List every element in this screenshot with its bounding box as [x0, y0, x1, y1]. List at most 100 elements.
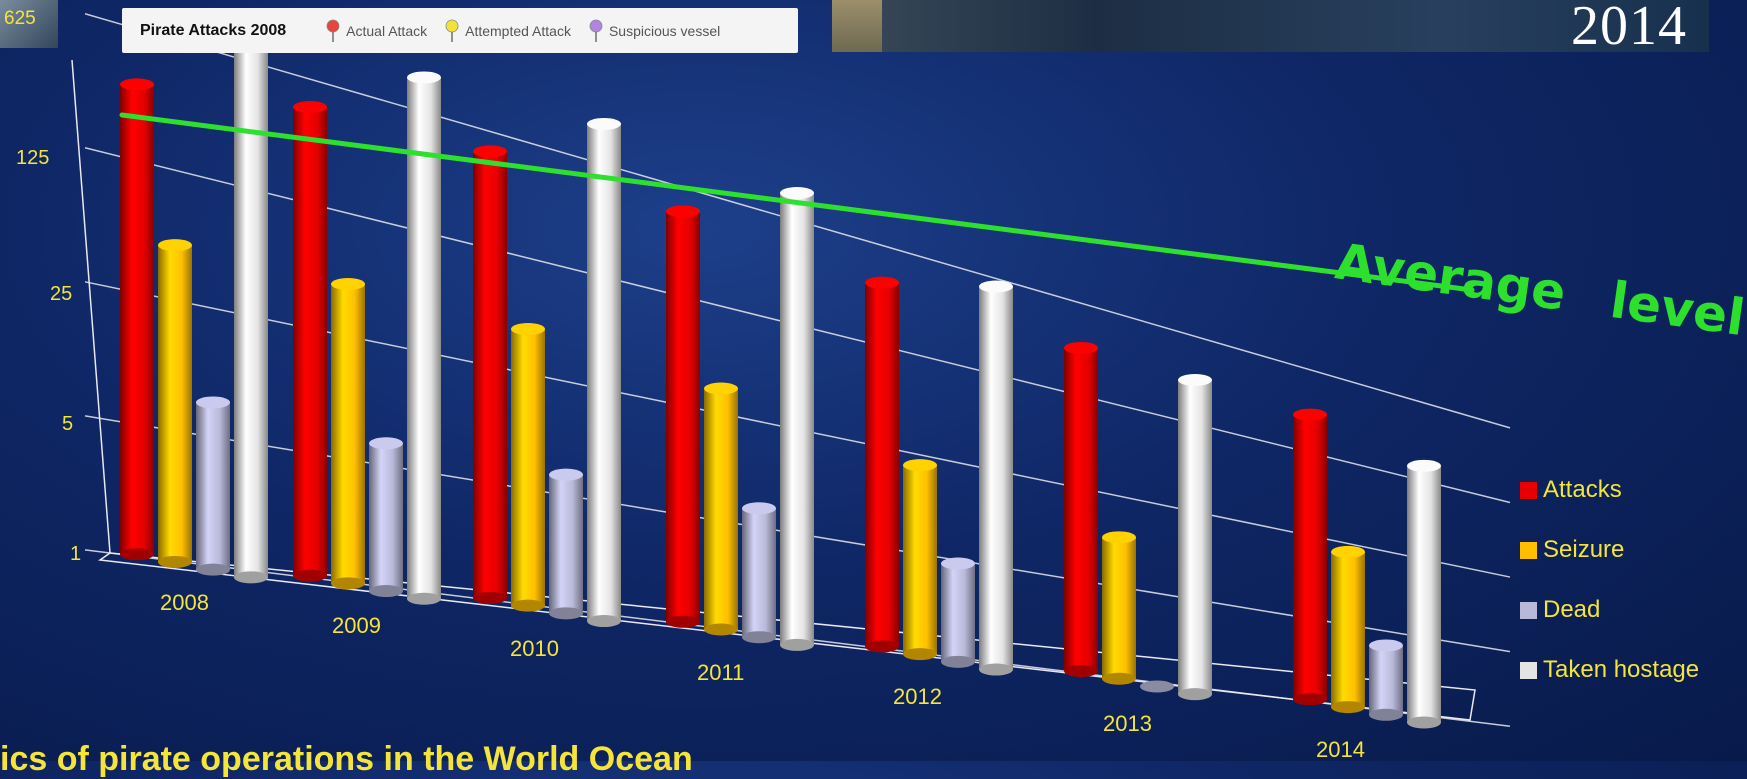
- x-tick-label: 2011: [697, 660, 744, 685]
- bar-base: [865, 640, 899, 653]
- bar-top: [903, 459, 937, 472]
- map-legend-suspicious: Suspicious vessel: [589, 19, 720, 43]
- bar-top: [293, 101, 327, 114]
- y-tick-label: 125: [16, 147, 49, 169]
- y-tick-top-label: 625: [4, 8, 36, 29]
- bar: [903, 465, 937, 655]
- bar: [1407, 465, 1441, 723]
- bar: [1331, 551, 1365, 708]
- x-tick-label: 2008: [160, 590, 209, 615]
- bar-top: [120, 78, 154, 91]
- corner-photo: [0, 0, 58, 48]
- y-tick-label: 5: [62, 413, 73, 435]
- red-pin-icon: [326, 19, 340, 42]
- bar-base: [903, 648, 937, 661]
- bar-base: [587, 615, 621, 628]
- x-tick-label: 2012: [893, 684, 942, 709]
- bar-base: [158, 555, 192, 568]
- bar-base: [473, 591, 507, 604]
- bar-base: [293, 569, 327, 582]
- bar: [865, 282, 899, 647]
- background-photo-land: [832, 0, 882, 52]
- bar: [473, 151, 507, 598]
- legend-swatch-hostage: [1520, 661, 1537, 679]
- bar: [293, 107, 327, 576]
- bar: [587, 123, 621, 622]
- map-legend-attempted-label: Attempted Attack: [465, 22, 571, 39]
- bar-top: [666, 205, 700, 218]
- bar-top: [941, 557, 975, 570]
- bar: [1102, 537, 1136, 679]
- average-trend-line: [119, 112, 1475, 293]
- bar-top: [1064, 341, 1098, 354]
- legend-item-attacks: Attacks: [1520, 460, 1699, 520]
- bar: [407, 77, 441, 599]
- map-legend: Pirate Attacks 2008 Actual Attack Attemp…: [122, 8, 798, 53]
- bar: [666, 211, 700, 622]
- bar-top: [1178, 374, 1212, 387]
- x-tick-label: 2010: [510, 636, 559, 661]
- bar-base: [1407, 716, 1441, 729]
- bar: [742, 508, 776, 638]
- purple-pin-icon: [589, 19, 603, 42]
- legend-label-dead: Dead: [1543, 596, 1601, 623]
- yellow-pin-icon: [445, 19, 459, 42]
- bar-base: [1102, 672, 1136, 685]
- bar: [1293, 414, 1327, 700]
- legend-swatch-attacks: [1520, 481, 1537, 499]
- bar-top: [511, 323, 545, 336]
- legend-label-seizure: Seizure: [1543, 536, 1625, 563]
- x-tick-label: 2009: [332, 613, 381, 638]
- bar: [120, 84, 154, 555]
- bar-top: [549, 468, 583, 481]
- bar-top: [1407, 459, 1441, 472]
- bar-top: [473, 145, 507, 158]
- legend-item-seizure: Seizure: [1520, 520, 1699, 580]
- bar: [549, 474, 583, 614]
- bar-base: [407, 592, 441, 605]
- bar-top: [196, 396, 230, 409]
- map-legend-suspicious-label: Suspicious vessel: [608, 22, 721, 39]
- bar: [234, 42, 268, 578]
- bar-top: [369, 437, 403, 450]
- bar: [1369, 645, 1403, 715]
- legend-label-attacks: Attacks: [1543, 476, 1622, 503]
- legend-swatch-seizure: [1520, 541, 1537, 559]
- year-overlay: 2014: [1571, 0, 1687, 57]
- bar-top: [1331, 545, 1365, 558]
- bar: [196, 402, 230, 570]
- bar-base: [1331, 701, 1365, 714]
- bar-base: [331, 577, 365, 590]
- bar-cap: [1140, 680, 1174, 693]
- background-photo-strip: [832, 0, 1709, 52]
- bar-top: [1293, 408, 1327, 421]
- bar-top: [1369, 639, 1403, 652]
- map-legend-actual: Actual Attack: [326, 19, 427, 43]
- bar-base: [549, 607, 583, 620]
- axis-left-edge: [71, 59, 111, 554]
- bar-base: [1064, 665, 1098, 678]
- bar-top: [865, 276, 899, 289]
- slide-caption: ics of pirate operations in the World Oc…: [0, 740, 693, 778]
- x-tick-label: 2014: [1316, 737, 1365, 761]
- bar-top: [407, 71, 441, 84]
- bar-top: [331, 278, 365, 291]
- series-legend: Attacks Seizure Dead Taken hostage: [1520, 460, 1699, 700]
- x-tick-label: 2013: [1103, 711, 1152, 736]
- y-tick-label: 25: [50, 283, 72, 305]
- legend-swatch-dead: [1520, 601, 1537, 619]
- bar-top: [587, 117, 621, 130]
- map-legend-title: Pirate Attacks 2008: [140, 21, 287, 39]
- bar-base: [120, 548, 154, 561]
- bar-top: [1102, 531, 1136, 544]
- bar: [511, 329, 545, 606]
- bar-base: [196, 563, 230, 576]
- bar: [941, 563, 975, 662]
- y-tick-label: 1: [70, 543, 81, 565]
- bar-base: [1178, 688, 1212, 701]
- bar-top: [979, 280, 1013, 293]
- bar-top: [780, 187, 814, 200]
- bar-base: [234, 571, 268, 584]
- bar: [369, 443, 403, 592]
- bar: [704, 388, 738, 630]
